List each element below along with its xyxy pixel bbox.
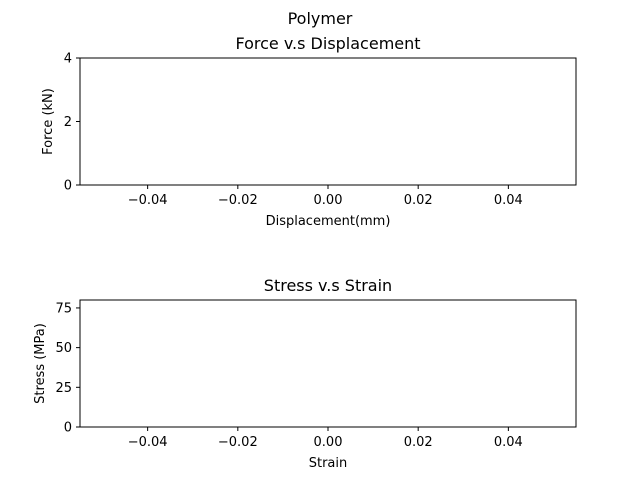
x-tick-label: 0.00: [314, 193, 343, 208]
x-tick-label: −0.04: [128, 435, 168, 450]
chart-title: Force v.s Displacement: [235, 34, 420, 53]
y-axis-ticks: 0 2 4: [64, 52, 80, 194]
x-axis-label: Strain: [309, 456, 348, 471]
y-tick-label: 0: [64, 421, 72, 436]
x-axis-ticks: −0.04 −0.02 0.00 0.02 0.04: [128, 427, 523, 450]
x-tick-label: 0.04: [494, 435, 523, 450]
y-tick-label: 75: [55, 301, 72, 316]
x-axis-ticks: −0.04 −0.02 0.00 0.02 0.04: [128, 185, 523, 208]
x-tick-label: −0.04: [128, 193, 168, 208]
x-tick-label: −0.02: [218, 435, 258, 450]
x-tick-label: 0.00: [314, 435, 343, 450]
x-tick-label: 0.02: [404, 193, 433, 208]
y-tick-label: 50: [55, 341, 72, 356]
figure-suptitle: Polymer: [288, 9, 353, 28]
x-tick-label: −0.02: [218, 193, 258, 208]
y-axis-ticks: 0 25 50 75: [55, 301, 80, 436]
x-axis-label: Displacement(mm): [266, 214, 391, 229]
x-tick-label: 0.02: [404, 435, 433, 450]
y-tick-label: 2: [64, 115, 72, 130]
x-tick-label: 0.04: [494, 193, 523, 208]
force-displacement-chart: Force v.s Displacement −0.04 −0.02 0.00 0.0…: [41, 34, 577, 229]
y-tick-label: 0: [64, 179, 72, 194]
chart-title: Stress v.s Strain: [264, 276, 392, 295]
y-tick-label: 4: [64, 52, 72, 67]
y-axis-label: Stress (MPa): [33, 323, 48, 404]
y-axis-label: Force (kN): [41, 88, 56, 155]
stress-strain-chart: Stress v.s Strain −0.04 −0.02 0.00 0.02 0.04…: [33, 276, 577, 471]
y-tick-label: 25: [55, 381, 72, 396]
